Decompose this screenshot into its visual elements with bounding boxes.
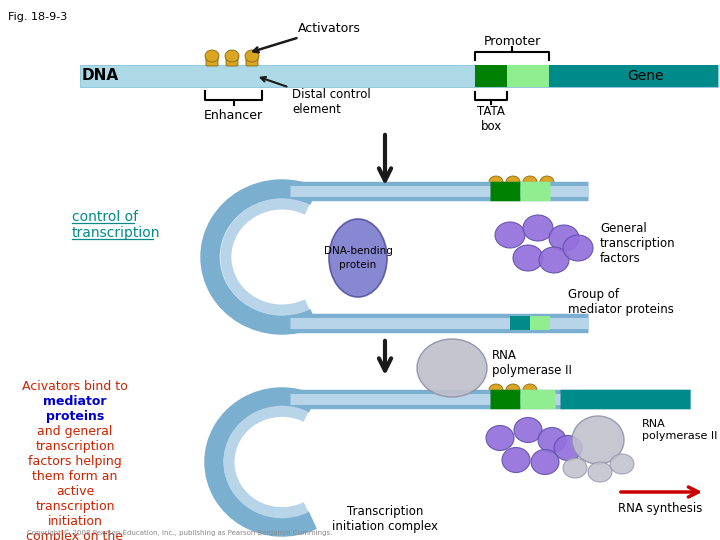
Text: Acivators bind to: Acivators bind to	[22, 380, 128, 393]
Text: and general: and general	[37, 425, 113, 438]
Ellipse shape	[245, 50, 259, 62]
Ellipse shape	[531, 449, 559, 475]
Ellipse shape	[514, 417, 542, 442]
Ellipse shape	[523, 215, 553, 241]
Ellipse shape	[539, 247, 569, 273]
Ellipse shape	[523, 176, 537, 188]
Text: Enhancer: Enhancer	[204, 109, 263, 122]
Bar	[475, 65, 507, 87]
Text: them form an: them form an	[32, 470, 117, 483]
Text: DNA-bending
protein: DNA-bending protein	[323, 246, 392, 269]
Text: Distal control
element: Distal control element	[261, 77, 371, 116]
Text: factors helping: factors helping	[28, 455, 122, 468]
FancyBboxPatch shape	[541, 182, 553, 192]
Text: active: active	[56, 485, 94, 498]
Text: complex on the: complex on the	[27, 530, 124, 540]
Text: initiation: initiation	[48, 515, 102, 528]
Text: mediator: mediator	[43, 395, 107, 408]
Text: Gene: Gene	[626, 69, 663, 83]
FancyBboxPatch shape	[507, 390, 519, 400]
Ellipse shape	[572, 416, 624, 464]
Bar	[507, 65, 549, 87]
FancyBboxPatch shape	[246, 56, 258, 66]
Text: proteins: proteins	[46, 410, 104, 423]
Text: RNA
polymerase II: RNA polymerase II	[492, 349, 572, 377]
Bar	[549, 65, 718, 87]
Ellipse shape	[563, 235, 593, 261]
Text: transcription: transcription	[35, 500, 114, 513]
FancyBboxPatch shape	[206, 56, 218, 66]
Text: Promoter: Promoter	[483, 35, 541, 48]
FancyBboxPatch shape	[490, 390, 502, 400]
Ellipse shape	[486, 426, 514, 450]
Ellipse shape	[205, 50, 219, 62]
Ellipse shape	[506, 176, 520, 188]
Bar	[80, 65, 718, 87]
FancyBboxPatch shape	[524, 390, 536, 400]
FancyBboxPatch shape	[226, 56, 238, 66]
Ellipse shape	[489, 384, 503, 396]
Text: DNA: DNA	[82, 69, 119, 84]
Text: Activators: Activators	[253, 22, 361, 52]
Ellipse shape	[554, 435, 582, 461]
Text: control of: control of	[72, 210, 138, 224]
Text: transcription: transcription	[72, 226, 161, 240]
FancyBboxPatch shape	[507, 182, 519, 192]
Ellipse shape	[495, 222, 525, 248]
FancyBboxPatch shape	[524, 182, 536, 192]
Text: Group of
mediator proteins: Group of mediator proteins	[568, 288, 674, 316]
FancyBboxPatch shape	[490, 182, 502, 192]
Text: RNA synthesis: RNA synthesis	[618, 502, 702, 515]
Ellipse shape	[489, 176, 503, 188]
Text: Copyright © 2008 Pearson Education, Inc., publishing as Pearson Benjamin Cumming: Copyright © 2008 Pearson Education, Inc.…	[27, 529, 333, 536]
Text: General
transcription
factors: General transcription factors	[600, 222, 675, 265]
Ellipse shape	[225, 50, 239, 62]
Ellipse shape	[540, 176, 554, 188]
Ellipse shape	[513, 245, 543, 271]
Ellipse shape	[417, 339, 487, 397]
Ellipse shape	[588, 462, 612, 482]
Text: transcription: transcription	[35, 440, 114, 453]
Text: Fig. 18-9-3: Fig. 18-9-3	[8, 12, 67, 22]
Ellipse shape	[538, 428, 566, 453]
Ellipse shape	[549, 225, 579, 251]
Ellipse shape	[506, 384, 520, 396]
Ellipse shape	[523, 384, 537, 396]
Ellipse shape	[329, 219, 387, 297]
Ellipse shape	[563, 458, 587, 478]
Ellipse shape	[610, 454, 634, 474]
Text: TATA
box: TATA box	[477, 105, 505, 133]
Ellipse shape	[502, 448, 530, 472]
Text: Transcription
initiation complex: Transcription initiation complex	[332, 505, 438, 533]
Text: RNA
polymerase II: RNA polymerase II	[642, 419, 717, 441]
